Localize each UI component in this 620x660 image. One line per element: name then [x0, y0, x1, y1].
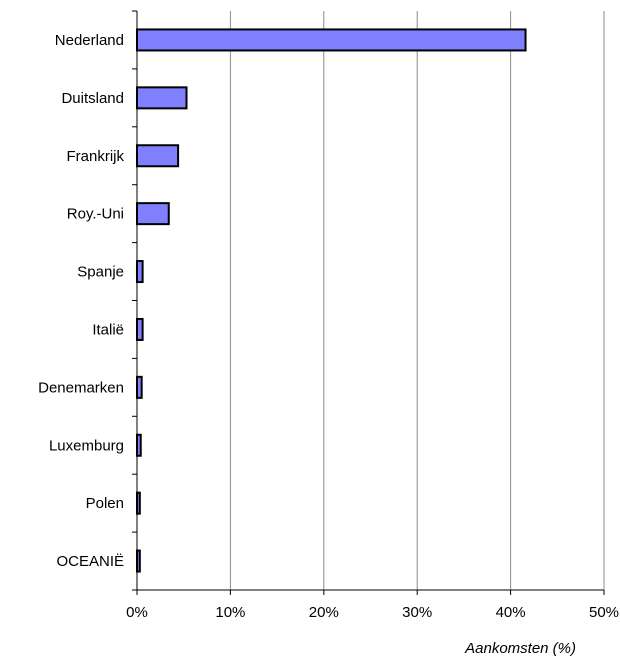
x-tick-label: 10% [215, 604, 245, 621]
bar-nederland [136, 28, 527, 52]
bars-layer [136, 28, 527, 573]
category-label: Denemarken [38, 379, 124, 396]
category-label: Roy.-Uni [67, 206, 124, 223]
x-tick-label: 0% [126, 604, 148, 621]
x-tick-label: 50% [589, 604, 619, 621]
bar-denemarken [136, 375, 143, 399]
grid-layer [229, 11, 605, 590]
bar-spanje [136, 260, 144, 284]
x-tick-labels: 0% 10% 20% 30% 40% 50% [126, 604, 619, 621]
category-label: Frankrijk [66, 148, 124, 165]
category-label: Luxemburg [49, 437, 124, 454]
category-label: Italië [92, 321, 124, 338]
bar-frankrijk [136, 144, 180, 168]
category-label: OCEANIË [56, 553, 124, 570]
x-tick-label: 40% [496, 604, 526, 621]
category-label: Spanje [77, 264, 124, 281]
bar-roy-uni [136, 202, 170, 226]
category-label: Polen [86, 495, 124, 512]
category-label: Duitsland [61, 90, 124, 107]
category-labels: Nederland Duitsland Frankrijk Roy.-Uni Spanj… [38, 32, 124, 570]
bar-luxemburg [136, 433, 142, 457]
category-label: Nederland [55, 32, 124, 49]
bar-duitsland [136, 86, 188, 110]
bar-itali- [136, 317, 144, 341]
axis-layer [132, 10, 605, 595]
x-axis-title: Aankomsten (%) [464, 640, 576, 657]
x-tick-label: 20% [309, 604, 339, 621]
x-tick-label: 30% [402, 604, 432, 621]
